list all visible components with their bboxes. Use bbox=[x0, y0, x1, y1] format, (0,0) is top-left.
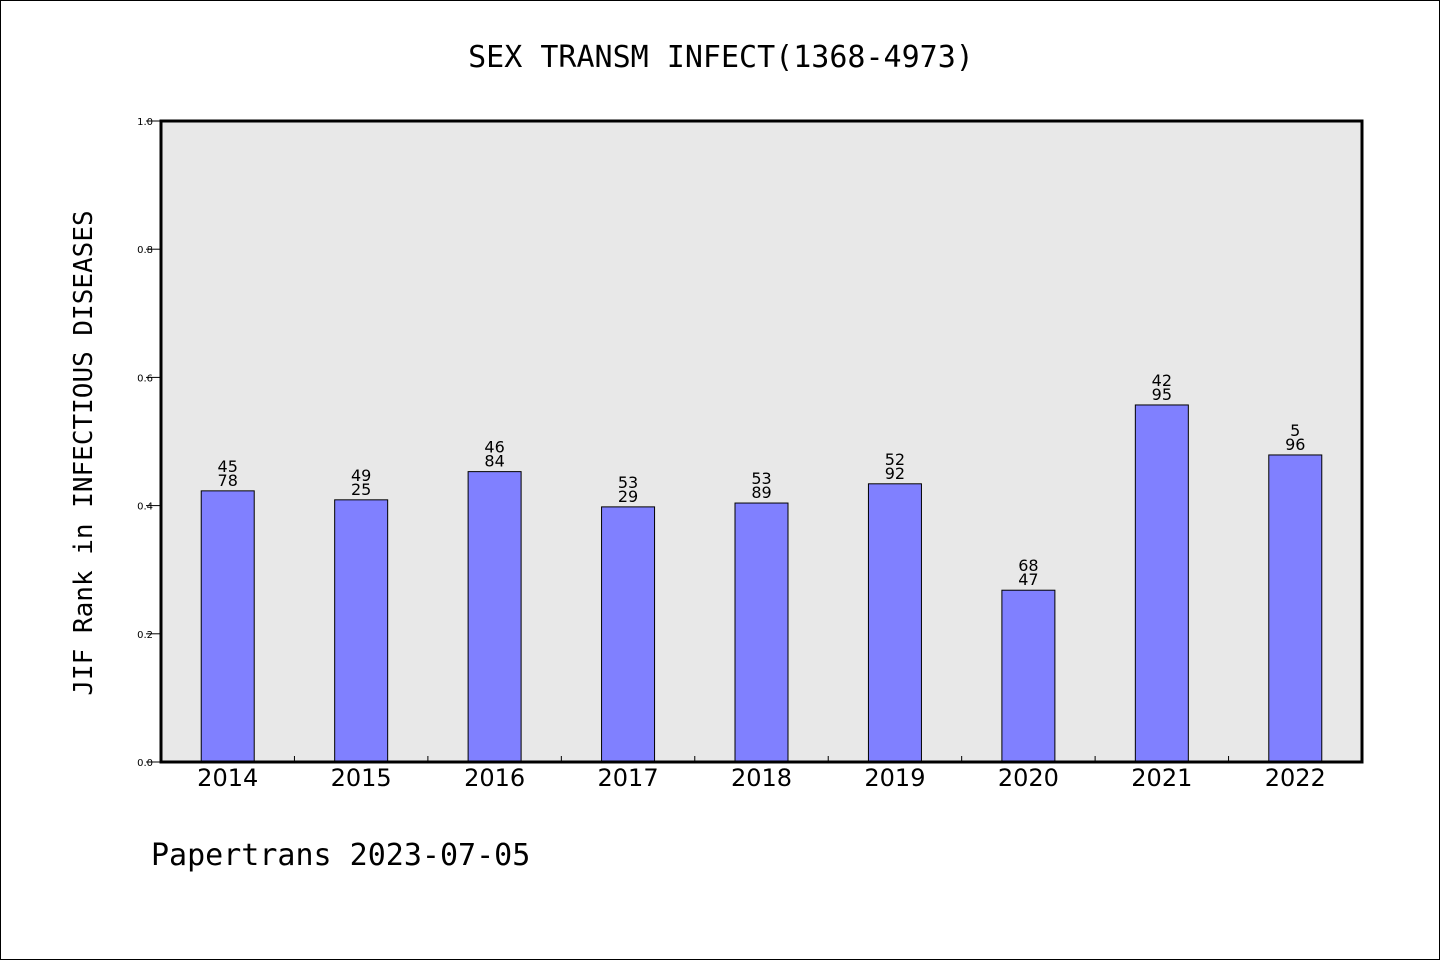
x-tick-label-2017: 2017 bbox=[598, 764, 659, 792]
bar-label-bottom-2018: 89 bbox=[751, 483, 771, 502]
footer-credit: Papertrans 2023-07-05 bbox=[151, 838, 530, 873]
x-tick-label-2021: 2021 bbox=[1131, 764, 1192, 792]
y-tick-label: 0.2 bbox=[137, 630, 153, 641]
x-tick-label-2022: 2022 bbox=[1265, 764, 1326, 792]
y-tick-label: 0.8 bbox=[137, 245, 153, 256]
bar-2018 bbox=[734, 502, 789, 763]
bar-2017 bbox=[601, 506, 656, 763]
plot-border bbox=[159, 119, 1364, 764]
bar-label-bottom-2016: 84 bbox=[484, 452, 504, 471]
x-tick-label-2014: 2014 bbox=[197, 764, 258, 792]
bar-2016 bbox=[467, 471, 522, 763]
x-tick-label-2015: 2015 bbox=[331, 764, 392, 792]
x-tick-label-2016: 2016 bbox=[464, 764, 525, 792]
bar-label-bottom-2022: 96 bbox=[1285, 435, 1305, 454]
bar-label-top-2014: 45 bbox=[218, 457, 238, 476]
bar-2021 bbox=[1134, 404, 1189, 763]
bar-label-bottom-2019: 92 bbox=[885, 464, 905, 483]
bar-label-bottom-2017: 29 bbox=[618, 487, 638, 506]
bar-label-bottom-2021: 95 bbox=[1152, 385, 1172, 404]
bar-label-bottom-2020: 47 bbox=[1018, 570, 1038, 589]
y-tick-label: 0.0 bbox=[137, 758, 153, 769]
y-tick-label: 0.4 bbox=[137, 502, 153, 513]
bar-label-top-2019: 52 bbox=[885, 450, 905, 469]
bar-label-top-2016: 46 bbox=[484, 438, 504, 457]
bar-label-top-2022: 5 bbox=[1290, 421, 1300, 440]
bar-label-bottom-2015: 25 bbox=[351, 480, 371, 499]
y-tick-label: 1.0 bbox=[137, 117, 153, 128]
bar-2015 bbox=[334, 499, 389, 763]
bar-label-top-2021: 42 bbox=[1152, 371, 1172, 390]
bar-label-top-2020: 68 bbox=[1018, 556, 1038, 575]
bar-label-top-2017: 53 bbox=[618, 473, 638, 492]
y-axis-label: JIF Rank in INFECTIOUS DISEASES bbox=[69, 210, 99, 695]
bar-2020 bbox=[1001, 589, 1056, 763]
x-tick-label-2018: 2018 bbox=[731, 764, 792, 792]
bar-label-bottom-2014: 78 bbox=[218, 471, 238, 490]
bar-label-top-2015: 49 bbox=[351, 466, 371, 485]
bar-2019 bbox=[867, 483, 922, 763]
bar-label-top-2018: 53 bbox=[751, 469, 771, 488]
bar-2014 bbox=[200, 490, 255, 763]
x-tick-label-2019: 2019 bbox=[864, 764, 925, 792]
y-tick-label: 0.6 bbox=[137, 373, 153, 384]
chart-title: SEX TRANSM INFECT(1368-4973) bbox=[468, 40, 974, 75]
bar-2022 bbox=[1268, 454, 1323, 763]
x-tick-label-2020: 2020 bbox=[998, 764, 1059, 792]
